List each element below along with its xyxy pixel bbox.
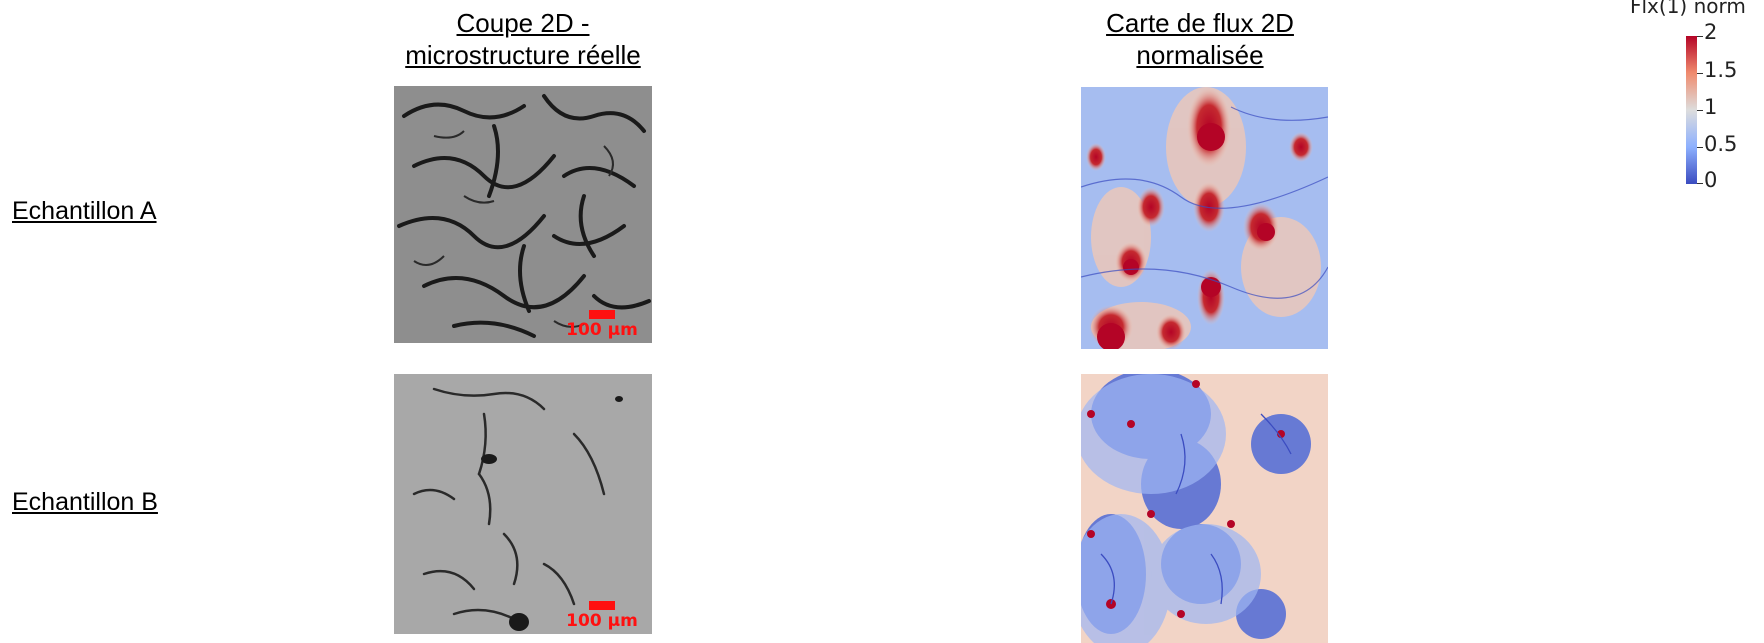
scale-bar-b: 100 µm <box>558 601 646 630</box>
colorbar-tick-label: 0.5 <box>1704 132 1738 156</box>
header-flux-map: Carte de flux 2D normalisée <box>1070 7 1330 71</box>
microstructure-image-b: 100 µm <box>394 374 652 634</box>
row-label-sample-b: Echantillon B <box>12 488 158 516</box>
colorbar-gradient <box>1686 36 1697 184</box>
colorbar-tick-label: 2 <box>1704 20 1718 44</box>
row-label-sample-a: Echantillon A <box>12 197 157 225</box>
flux-map-image-a <box>1081 87 1328 349</box>
scale-bar-b-bar <box>589 601 615 610</box>
colorbar-legend: Flx(1) norm 2 1.5 1 0.5 0 <box>1600 0 1764 200</box>
header-microstructure-line2: microstructure réelle <box>405 40 641 70</box>
header-microstructure-line1: Coupe 2D - <box>456 8 590 38</box>
scale-bar-b-label: 100 µm <box>566 611 638 631</box>
colorbar-tick <box>1697 73 1703 74</box>
colorbar-tick <box>1697 110 1703 111</box>
colorbar-title: Flx(1) norm <box>1630 0 1746 18</box>
colorbar-tick-label: 1.5 <box>1704 58 1738 82</box>
header-flux-line2: normalisée <box>1136 40 1264 70</box>
scale-bar-a-bar <box>589 310 615 319</box>
colorbar-tick <box>1697 36 1703 37</box>
colorbar-tick-label: 1 <box>1704 95 1718 119</box>
microstructure-image-a: 100 µm <box>394 86 652 343</box>
scale-bar-a: 100 µm <box>558 310 646 339</box>
header-flux-line1: Carte de flux 2D <box>1106 8 1294 38</box>
colorbar-tick <box>1697 147 1703 148</box>
colorbar-tick-label: 0 <box>1704 168 1718 192</box>
header-microstructure: Coupe 2D - microstructure réelle <box>380 7 666 71</box>
flux-map-image-b <box>1081 374 1328 643</box>
scale-bar-a-label: 100 µm <box>566 320 638 340</box>
colorbar-tick <box>1697 183 1703 184</box>
